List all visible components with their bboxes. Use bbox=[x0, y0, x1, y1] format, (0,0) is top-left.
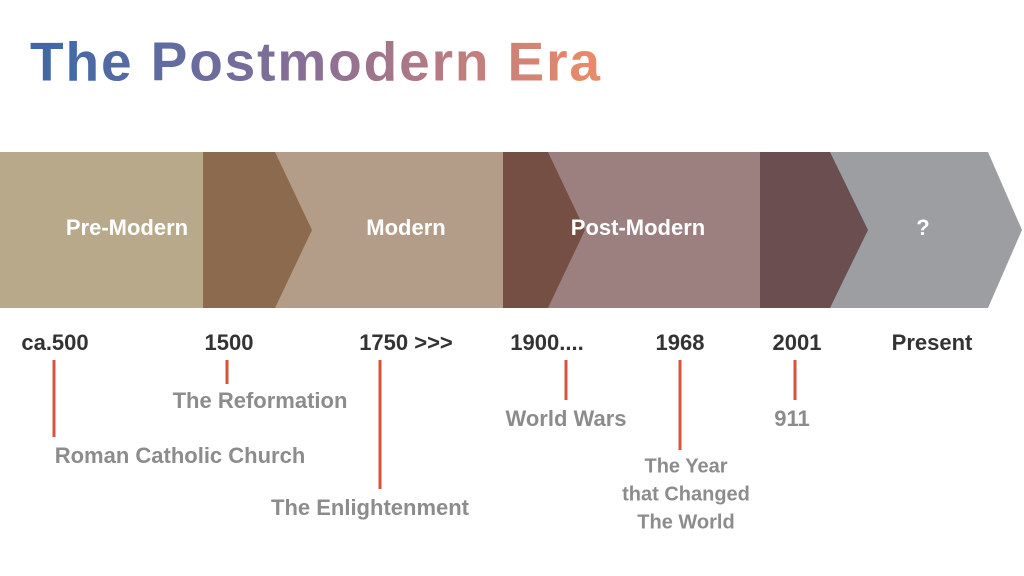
event-label: Roman Catholic Church bbox=[55, 443, 306, 468]
event-label: The Year bbox=[644, 455, 727, 477]
event-label: The Reformation bbox=[173, 388, 348, 413]
date: 1900.... bbox=[510, 330, 583, 355]
transition bbox=[203, 152, 312, 308]
timeline-band bbox=[0, 152, 1022, 308]
event-label: 911 bbox=[774, 406, 810, 431]
event-label: World Wars bbox=[505, 406, 626, 431]
title: The Postmodern Era bbox=[30, 31, 600, 93]
event-label: The World bbox=[637, 511, 734, 533]
date: 1968 bbox=[656, 330, 705, 355]
event-label: The Enlightenment bbox=[271, 495, 470, 520]
segment bbox=[0, 152, 210, 308]
date: 2001 bbox=[773, 330, 822, 355]
era-label: Modern bbox=[366, 215, 445, 240]
transition bbox=[760, 152, 868, 308]
era-label: ? bbox=[916, 215, 929, 240]
date: 1750 >>> bbox=[359, 330, 453, 355]
era-label: Post-Modern bbox=[571, 215, 705, 240]
era-label: Pre-Modern bbox=[66, 215, 188, 240]
date: 1500 bbox=[205, 330, 254, 355]
event-label: that Changed bbox=[622, 483, 750, 505]
date: ca.500 bbox=[21, 330, 88, 355]
date: Present bbox=[892, 330, 973, 355]
transition bbox=[503, 152, 585, 308]
